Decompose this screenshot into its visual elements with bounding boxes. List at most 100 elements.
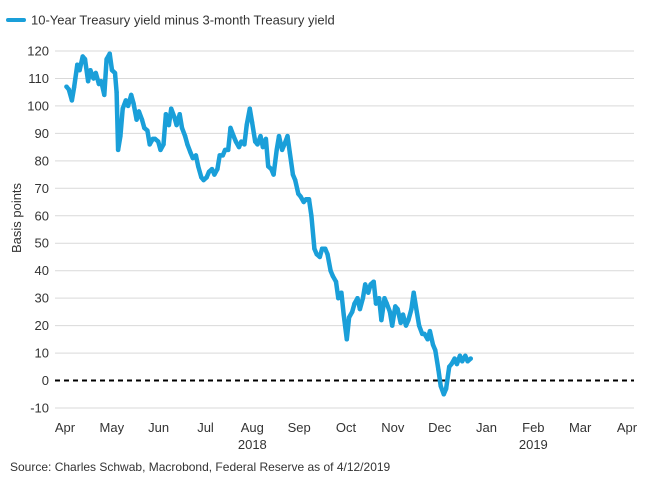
data-point bbox=[242, 142, 247, 147]
x-year-label: 2018 bbox=[238, 437, 267, 452]
data-point bbox=[129, 92, 134, 98]
data-point bbox=[263, 136, 269, 142]
gridlines bbox=[55, 50, 634, 409]
data-point bbox=[449, 361, 454, 367]
data-point bbox=[468, 356, 473, 361]
data-point bbox=[387, 309, 393, 315]
data-point bbox=[274, 147, 279, 153]
data-point bbox=[217, 153, 222, 158]
data-point bbox=[82, 57, 88, 62]
x-tick-label: Apr bbox=[55, 420, 76, 435]
data-point bbox=[179, 125, 185, 131]
data-point bbox=[99, 79, 104, 84]
data-point bbox=[131, 101, 136, 106]
data-point bbox=[373, 301, 379, 306]
data-point bbox=[452, 356, 457, 361]
data-point bbox=[285, 133, 290, 139]
data-point bbox=[371, 279, 376, 284]
data-point bbox=[376, 296, 382, 301]
data-point bbox=[346, 315, 352, 320]
y-tick-label: 110 bbox=[28, 71, 49, 86]
data-point bbox=[328, 268, 333, 273]
x-tick-label: Jul bbox=[197, 420, 214, 435]
data-point bbox=[427, 328, 433, 334]
data-point bbox=[239, 139, 244, 144]
data-point bbox=[422, 331, 427, 337]
data-point bbox=[269, 166, 274, 172]
data-point bbox=[193, 153, 199, 158]
x-tick-label: Apr bbox=[617, 420, 638, 435]
data-point bbox=[465, 359, 470, 364]
data-point bbox=[350, 309, 355, 315]
data-point bbox=[443, 386, 449, 391]
data-point bbox=[201, 177, 206, 183]
data-point bbox=[136, 109, 142, 114]
data-point bbox=[196, 164, 201, 169]
data-point bbox=[390, 323, 395, 328]
data-point bbox=[368, 282, 373, 287]
data-point bbox=[156, 139, 161, 144]
data-point bbox=[215, 166, 220, 172]
x-axis-year-labels: 2018 2019 bbox=[238, 437, 548, 452]
data-point bbox=[172, 114, 177, 120]
data-point bbox=[120, 106, 125, 111]
data-point bbox=[416, 323, 422, 328]
data-point bbox=[406, 317, 411, 323]
legend-label: 10-Year Treasury yield minus 3-month Tre… bbox=[31, 13, 335, 28]
data-point bbox=[433, 348, 438, 353]
data-point bbox=[336, 296, 341, 301]
data-point bbox=[360, 296, 366, 301]
data-point bbox=[463, 353, 468, 358]
data-point bbox=[366, 290, 371, 295]
data-point bbox=[75, 62, 80, 67]
x-tick-label: Nov bbox=[381, 420, 405, 435]
data-point bbox=[93, 70, 99, 76]
data-point bbox=[279, 147, 285, 153]
y-tick-label: 70 bbox=[35, 181, 49, 196]
data-point bbox=[293, 177, 298, 183]
data-point bbox=[209, 166, 215, 172]
data-point bbox=[152, 136, 158, 142]
data-point bbox=[142, 125, 147, 131]
data-point bbox=[306, 197, 312, 202]
data-point bbox=[204, 175, 209, 180]
y-tick-label: 40 bbox=[35, 263, 49, 278]
y-tick-label: 30 bbox=[35, 291, 49, 306]
data-point bbox=[190, 155, 195, 161]
y-tick-label: 0 bbox=[42, 373, 49, 388]
data-point bbox=[109, 68, 115, 73]
x-tick-label: Dec bbox=[428, 420, 452, 435]
data-point bbox=[344, 337, 349, 342]
data-point bbox=[382, 296, 387, 301]
data-point bbox=[411, 290, 416, 295]
data-point bbox=[398, 320, 403, 326]
data-point bbox=[163, 112, 169, 117]
data-point bbox=[145, 128, 150, 133]
data-point bbox=[147, 142, 152, 147]
data-point bbox=[438, 383, 443, 389]
y-tick-label: 60 bbox=[35, 208, 49, 223]
data-point bbox=[72, 84, 77, 89]
data-point bbox=[249, 120, 255, 125]
y-tick-label: 80 bbox=[35, 153, 49, 168]
y-tick-label: -10 bbox=[30, 401, 49, 416]
data-point bbox=[88, 68, 93, 73]
y-tick-label: 20 bbox=[35, 318, 49, 333]
data-point bbox=[91, 76, 96, 81]
data-point bbox=[436, 367, 441, 372]
data-point bbox=[323, 246, 328, 251]
data-point bbox=[414, 309, 419, 315]
data-point bbox=[185, 142, 190, 147]
data-point bbox=[231, 133, 236, 139]
data-point bbox=[282, 142, 287, 147]
data-point bbox=[260, 144, 266, 150]
data-point bbox=[317, 254, 322, 260]
data-point bbox=[104, 57, 109, 62]
data-point bbox=[139, 117, 145, 122]
data-point bbox=[161, 142, 166, 147]
data-point bbox=[430, 342, 436, 347]
data-point bbox=[266, 164, 271, 169]
